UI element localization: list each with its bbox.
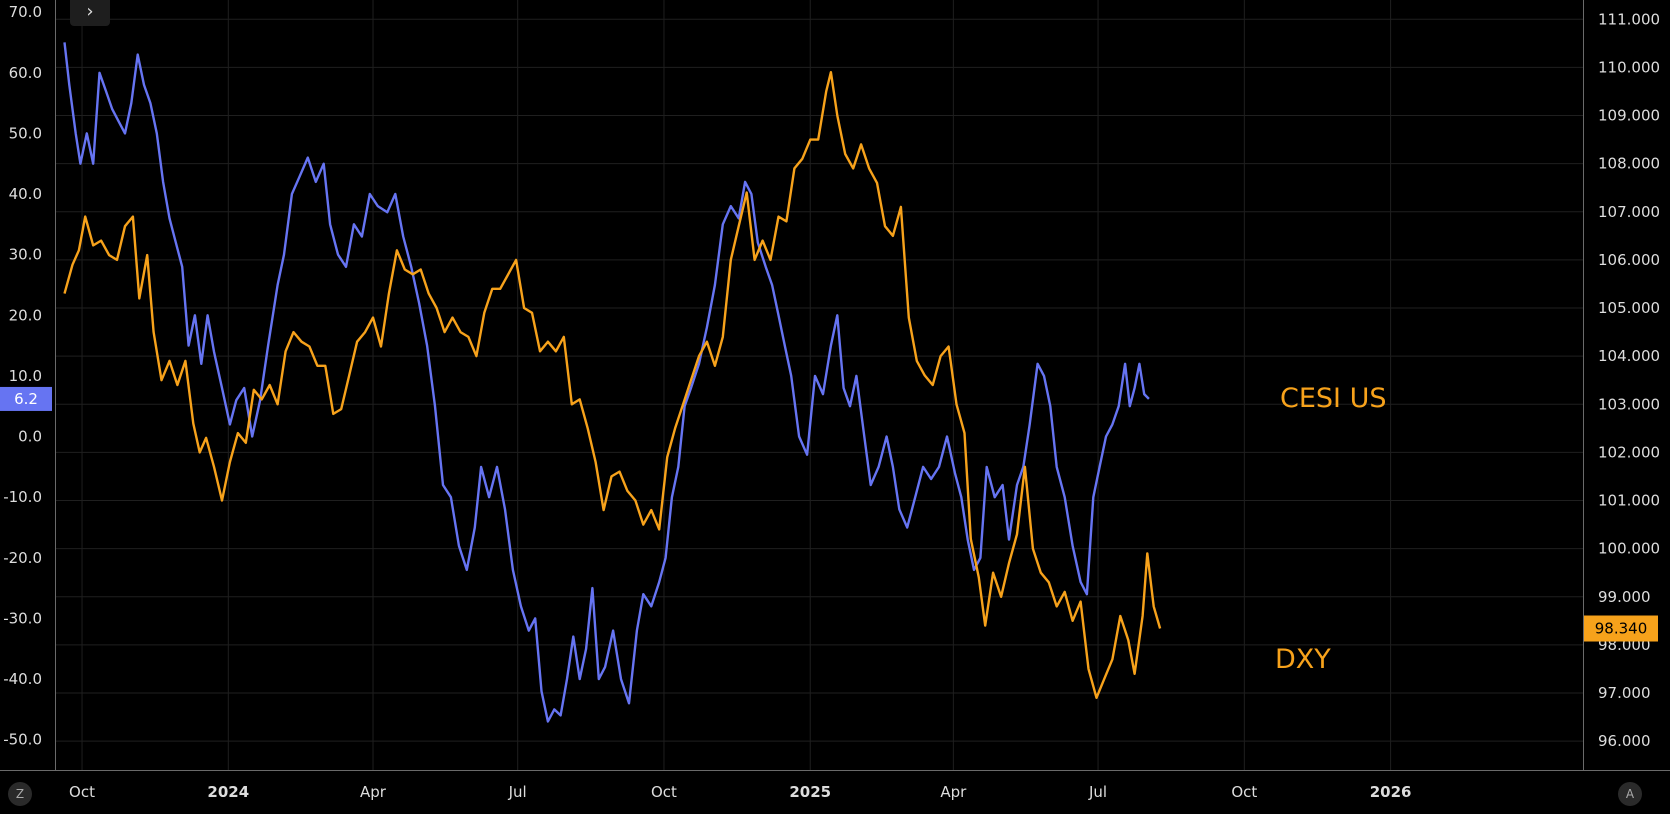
left-tick-label: -10.0 [3, 488, 42, 506]
right-tick-label: 99.000 [1598, 588, 1651, 606]
series-label-dxy: DXY [1275, 644, 1331, 675]
dxy-last-value-badge [1584, 615, 1658, 642]
dxy-last-value: 98.340 [1595, 620, 1648, 638]
x-tick-label: 2025 [789, 783, 831, 801]
cesi-last-value-badge [0, 386, 52, 411]
x-tick-label: Jul [508, 783, 527, 801]
x-tick-label: Jul [1088, 783, 1107, 801]
right-tick-label: 103.000 [1598, 395, 1660, 413]
right-tick-label: 100.000 [1598, 540, 1660, 558]
left-tick-label: 10.0 [9, 367, 42, 385]
left-tick-label: 70.0 [9, 3, 42, 21]
value-badges: 6.2 98.340 [0, 386, 1658, 642]
right-axis-settings-button[interactable]: A [1618, 782, 1642, 806]
series-label-cesi: CESI US [1280, 383, 1387, 414]
left-tick-label: -50.0 [3, 731, 42, 749]
right-tick-label: 101.000 [1598, 492, 1660, 510]
right-tick-label: 104.000 [1598, 347, 1660, 365]
right-tick-label: 110.000 [1598, 58, 1660, 76]
x-tick-label: 2024 [207, 783, 249, 801]
left-tick-label: 50.0 [9, 124, 42, 142]
left-tick-label: -40.0 [3, 670, 42, 688]
left-tick-label: 40.0 [9, 185, 42, 203]
x-tick-label: 2026 [1370, 783, 1412, 801]
left-tick-label: -20.0 [3, 549, 42, 567]
series-line-cesi [63, 42, 1150, 723]
right-tick-label: 107.000 [1598, 203, 1660, 221]
right-tick-label: 109.000 [1598, 107, 1660, 125]
left-tick-label: 60.0 [9, 64, 42, 82]
cesi-last-value: 6.2 [14, 390, 38, 408]
grid-lines [55, 0, 1583, 770]
left-tick-label: -30.0 [3, 609, 42, 627]
right-tick-label: 96.000 [1598, 732, 1651, 750]
x-tick-label: Apr [940, 783, 967, 801]
series-line-dxy [63, 71, 1162, 699]
left-tick-label: 20.0 [9, 306, 42, 324]
right-tick-label: 111.000 [1598, 10, 1660, 28]
left-tick-label: 30.0 [9, 246, 42, 264]
x-tick-label: Oct [651, 783, 677, 801]
series-layer [63, 42, 1162, 723]
left-tick-label: 0.0 [18, 428, 42, 446]
right-tick-label: 105.000 [1598, 299, 1660, 317]
x-tick-label: Oct [1231, 783, 1257, 801]
right-tick-label: 108.000 [1598, 155, 1660, 173]
x-tick-label: Oct [69, 783, 95, 801]
expand-panel-icon[interactable]: › [70, 0, 110, 26]
right-tick-label: 106.000 [1598, 251, 1660, 269]
left-axis-settings-button[interactable]: Z [8, 782, 32, 806]
right-tick-label: 97.000 [1598, 684, 1651, 702]
x-tick-label: Apr [360, 783, 387, 801]
right-tick-label: 102.000 [1598, 443, 1660, 461]
